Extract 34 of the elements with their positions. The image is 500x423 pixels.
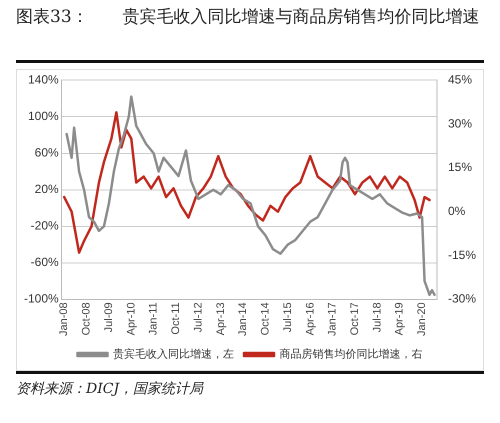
x-tick-label: Jan-17 [326, 302, 339, 336]
text: 资料来源：DICJ，国家统计局 [16, 371, 484, 398]
x-tick-label: Jul-18 [371, 302, 384, 332]
chart-title: 图表33： 贵宾毛收入同比增速与商品房销售均价同比增速 [16, 4, 484, 63]
x-tick-label: Jul-12 [192, 302, 204, 332]
x-tick-label: Oct-08 [80, 302, 93, 336]
x-tick-label: Jan-20 [416, 302, 428, 336]
x-tick-label: Apr-13 [214, 302, 227, 336]
y2-tick-label: -30% [448, 292, 476, 306]
legend-label: 商品房销售均价同比增速，右 [280, 347, 422, 360]
y2-tick-label: 15% [448, 160, 472, 174]
x-tick-label: Jan-11 [148, 302, 160, 336]
y-tick-label: 20% [34, 182, 60, 196]
y-tick-label: -60% [30, 255, 60, 270]
x-tick-label: Jul-15 [282, 302, 294, 332]
x-tick-label: Apr-10 [125, 302, 138, 336]
x-tick-label: Apr-16 [304, 302, 316, 336]
x-tick-label: Oct-17 [349, 302, 361, 336]
x-tick-label: Jan-14 [237, 302, 250, 336]
y-tick-label: -20% [30, 218, 60, 233]
x-tick-label: Apr-19 [394, 302, 406, 336]
y2-tick-label: 0% [448, 204, 466, 218]
x-tick-label: Jul-09 [102, 302, 115, 332]
x-tick-label: Oct-11 [170, 302, 182, 335]
legend-label: 贵宾毛收入同比增速，左 [113, 347, 234, 360]
y-tick-label: 140% [28, 72, 60, 87]
y2-tick-label: 45% [448, 72, 472, 87]
y-tick-label: 100% [28, 109, 60, 124]
x-tick-label: Oct-14 [260, 302, 272, 336]
x-tick-label: Jan-08 [58, 302, 70, 336]
y-tick-label: -100% [24, 292, 60, 306]
y2-tick-label: -15% [448, 248, 476, 262]
y-tick-label: 60% [34, 146, 60, 160]
y2-tick-label: 30% [448, 116, 472, 130]
